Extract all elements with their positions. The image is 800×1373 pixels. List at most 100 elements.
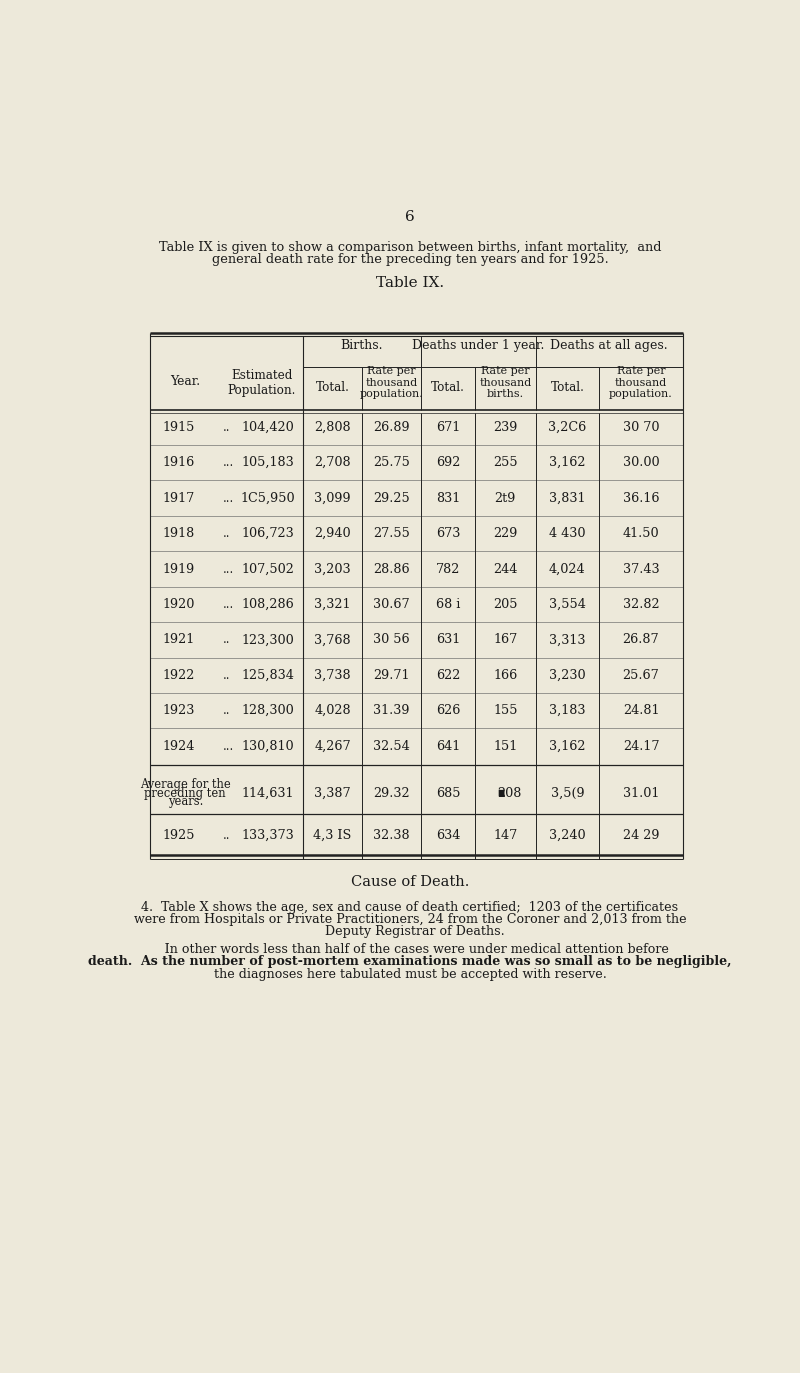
Text: 107,502: 107,502: [242, 563, 294, 575]
Text: Births.: Births.: [341, 339, 383, 353]
Text: 3,313: 3,313: [549, 633, 586, 647]
Text: preceding ten: preceding ten: [145, 787, 226, 799]
Text: general death rate for the preceding ten years and for 1925.: general death rate for the preceding ten…: [212, 253, 608, 266]
Text: 1921: 1921: [163, 633, 195, 647]
Text: 1916: 1916: [163, 456, 195, 470]
Text: 25.75: 25.75: [373, 456, 410, 470]
Text: 36.16: 36.16: [622, 492, 659, 505]
Text: 155: 155: [493, 704, 518, 717]
Text: 1C5,950: 1C5,950: [241, 492, 295, 505]
Text: 3,554: 3,554: [549, 597, 586, 611]
Text: 147: 147: [493, 829, 518, 842]
Text: 151: 151: [493, 740, 518, 752]
Text: 4 430: 4 430: [549, 527, 586, 540]
Text: 3,203: 3,203: [314, 563, 351, 575]
Text: ...: ...: [223, 492, 234, 505]
Text: 166: 166: [493, 669, 518, 682]
Text: Deaths at all ages.: Deaths at all ages.: [550, 339, 668, 353]
Text: 167: 167: [493, 633, 518, 647]
Text: 1919: 1919: [163, 563, 195, 575]
Text: 4,028: 4,028: [314, 704, 351, 717]
Text: 4,024: 4,024: [549, 563, 586, 575]
Text: 2t9: 2t9: [494, 492, 516, 505]
Text: death.  As the number of post-mortem examinations made was so small as to be neg: death. As the number of post-mortem exam…: [88, 956, 732, 968]
Text: Rate per
thousand
births.: Rate per thousand births.: [479, 367, 531, 400]
Text: Total.: Total.: [550, 380, 584, 394]
Text: 25.67: 25.67: [622, 669, 659, 682]
Text: 205: 205: [493, 597, 518, 611]
Text: 641: 641: [436, 740, 460, 752]
Text: 29.25: 29.25: [373, 492, 410, 505]
Text: 125,834: 125,834: [242, 669, 294, 682]
Text: Cause of Death.: Cause of Death.: [351, 876, 469, 890]
Text: 626: 626: [436, 704, 460, 717]
Text: 3,321: 3,321: [314, 597, 350, 611]
Text: ..: ..: [223, 633, 230, 647]
Text: 3,387: 3,387: [314, 787, 351, 799]
Text: 106,723: 106,723: [242, 527, 294, 540]
Text: 2,808: 2,808: [314, 422, 351, 434]
Text: 3,162: 3,162: [549, 456, 586, 470]
Text: 32.82: 32.82: [622, 597, 659, 611]
Text: 4,267: 4,267: [314, 740, 351, 752]
Text: ..: ..: [223, 704, 230, 717]
Text: 30.00: 30.00: [622, 456, 659, 470]
Text: ...: ...: [223, 740, 234, 752]
Text: 28.86: 28.86: [373, 563, 410, 575]
Text: Total.: Total.: [315, 380, 350, 394]
Text: ...: ...: [223, 456, 234, 470]
Text: 3,099: 3,099: [314, 492, 351, 505]
Text: 1920: 1920: [163, 597, 195, 611]
Text: 685: 685: [436, 787, 460, 799]
Text: 114,631: 114,631: [242, 787, 294, 799]
Text: 41.50: 41.50: [622, 527, 659, 540]
Text: Average for the: Average for the: [140, 778, 230, 791]
Text: 3,240: 3,240: [549, 829, 586, 842]
Text: Estimated
Population.: Estimated Population.: [227, 369, 296, 397]
Text: 123,300: 123,300: [242, 633, 294, 647]
Text: Table IX is given to show a comparison between births, infant mortality,  and: Table IX is given to show a comparison b…: [158, 242, 662, 254]
Text: ■: ■: [497, 789, 504, 798]
Text: 68 i: 68 i: [436, 597, 460, 611]
Text: Deaths under 1 year.: Deaths under 1 year.: [412, 339, 544, 353]
Text: 32.54: 32.54: [373, 740, 410, 752]
Text: 622: 622: [436, 669, 460, 682]
Text: 26.89: 26.89: [373, 422, 410, 434]
Text: Rate per
thousand
population.: Rate per thousand population.: [359, 367, 423, 400]
Text: the diagnoses here tabulated must be accepted with reserve.: the diagnoses here tabulated must be acc…: [214, 968, 606, 980]
Text: ..: ..: [223, 669, 230, 682]
Text: ...: ...: [223, 597, 234, 611]
Text: 1918: 1918: [163, 527, 195, 540]
Text: 108,286: 108,286: [242, 597, 294, 611]
Text: ..: ..: [223, 527, 230, 540]
Text: Year.: Year.: [170, 375, 200, 387]
Text: 105,183: 105,183: [242, 456, 294, 470]
Text: 24.81: 24.81: [622, 704, 659, 717]
Text: 1915: 1915: [163, 422, 195, 434]
Text: 673: 673: [436, 527, 460, 540]
Text: 2,708: 2,708: [314, 456, 351, 470]
Text: 2,940: 2,940: [314, 527, 351, 540]
Text: Deputy Registrar of Deaths.: Deputy Registrar of Deaths.: [325, 925, 504, 938]
Text: 104,420: 104,420: [242, 422, 294, 434]
Text: 130,810: 130,810: [242, 740, 294, 752]
Text: 133,373: 133,373: [242, 829, 294, 842]
Text: 831: 831: [436, 492, 460, 505]
Text: 4,3 IS: 4,3 IS: [314, 829, 352, 842]
Text: 244: 244: [493, 563, 518, 575]
Text: 29.32: 29.32: [373, 787, 410, 799]
Text: years.: years.: [167, 795, 203, 809]
Text: 631: 631: [436, 633, 460, 647]
Text: 3,183: 3,183: [549, 704, 586, 717]
Text: 3,162: 3,162: [549, 740, 586, 752]
Text: 24 29: 24 29: [622, 829, 659, 842]
Text: 30 70: 30 70: [622, 422, 659, 434]
Text: 128,300: 128,300: [242, 704, 294, 717]
Text: 27.55: 27.55: [373, 527, 410, 540]
Text: 31.39: 31.39: [373, 704, 410, 717]
Text: 6: 6: [405, 210, 415, 224]
Text: 3,768: 3,768: [314, 633, 351, 647]
Text: Rate per
thousand
population.: Rate per thousand population.: [609, 367, 673, 400]
Text: 782: 782: [436, 563, 460, 575]
Text: 692: 692: [436, 456, 460, 470]
